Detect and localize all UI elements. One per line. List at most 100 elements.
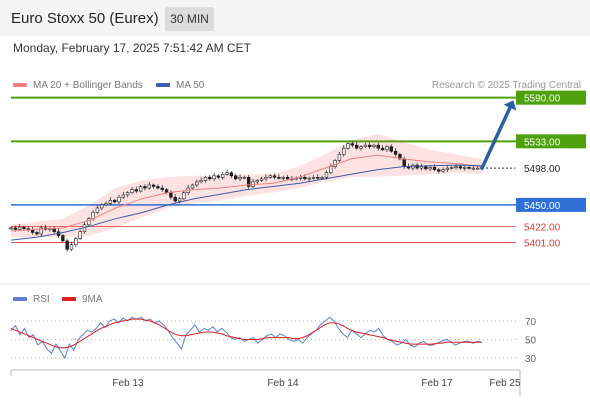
ma20-swatch (13, 83, 27, 88)
target-arrowhead (503, 100, 517, 111)
candle-body (337, 154, 342, 161)
level-label: 5498.00 (524, 164, 561, 175)
candle-body (151, 184, 156, 187)
rsi-tick-label: 30 (525, 354, 537, 365)
candle-body (445, 167, 450, 170)
candle-body (281, 177, 285, 179)
x-tick-label: Feb 17 (421, 378, 453, 389)
timeframe-badge[interactable]: 30 MIN (165, 7, 214, 31)
ma50-swatch (156, 83, 170, 88)
candle-body (17, 226, 22, 230)
timestamp: Monday, February 17, 2025 7:51:42 AM CET (13, 41, 251, 55)
candle-body (113, 199, 117, 203)
rsi-ma-line (10, 318, 482, 349)
candle-body (212, 175, 216, 180)
candle-body (320, 177, 324, 179)
candle-body (108, 199, 113, 204)
candle-body (354, 144, 359, 149)
level-label-box (515, 160, 587, 176)
level-label: 5422.00 (524, 222, 561, 233)
candle-body (393, 150, 398, 155)
candle-body (61, 235, 65, 242)
candle-body (39, 227, 43, 235)
candle-body (134, 189, 139, 192)
candle-body (372, 144, 376, 147)
candle-body (52, 228, 56, 233)
level-label-box (516, 90, 586, 105)
candle-body (458, 166, 463, 169)
legend-ma20: MA 20 + Bollinger Bands (13, 80, 143, 91)
candle-body (229, 172, 234, 177)
candle-body (467, 167, 471, 169)
candle-body (125, 192, 130, 196)
candle-body (238, 177, 242, 180)
candle-body (160, 187, 164, 190)
credit-text: Research © 2025 Trading Central (431, 80, 581, 91)
candle-body (208, 177, 212, 180)
rsi-tick-label: 50 (525, 336, 537, 347)
candle-body (324, 172, 329, 178)
legend-rsi: RSI (13, 294, 50, 305)
candle-body (195, 181, 199, 186)
target-arrow (480, 105, 512, 170)
level-label: 5590.00 (524, 94, 561, 105)
candle-body (402, 158, 406, 167)
candle-body (164, 189, 169, 193)
candle-body (380, 147, 385, 151)
candle-body (225, 172, 229, 175)
candle-body (350, 143, 355, 146)
candle-body (78, 231, 82, 239)
level-label: 5450.00 (524, 201, 561, 212)
candle-body (147, 184, 151, 189)
candle-body (303, 177, 307, 180)
candle-body (177, 198, 182, 202)
candle-body (268, 175, 272, 178)
candle-body (233, 175, 238, 180)
ma20-label: MA 20 + Bollinger Bands (33, 80, 143, 91)
candle-body (359, 146, 363, 149)
candle-body (363, 144, 368, 147)
candle-body (22, 226, 26, 229)
ma50-line (10, 164, 483, 241)
candle-body (454, 166, 458, 168)
x-tick-label: Feb 14 (267, 378, 299, 389)
instrument-title: Euro Stoxx 50 (Eurex) (11, 10, 159, 27)
candle-body (450, 167, 454, 169)
candle-body (385, 146, 389, 151)
candle-body (307, 177, 311, 180)
candle-body (35, 232, 39, 235)
candle-body (398, 154, 402, 160)
candle-body (428, 167, 432, 170)
candle-body (13, 227, 18, 230)
candle-body (95, 207, 100, 213)
legend-rsi-ma: 9MA (62, 294, 103, 305)
ma50-label: MA 50 (176, 80, 205, 91)
candle-body (143, 186, 147, 189)
candle-body (65, 240, 69, 250)
candle-body (190, 184, 195, 189)
level-label-box (516, 134, 586, 149)
rsi-swatch (13, 297, 27, 302)
candle-body (475, 167, 480, 170)
rsi-tick-label: 70 (525, 317, 537, 328)
candle-body (342, 147, 346, 155)
rsi-ma-label: 9MA (82, 294, 103, 305)
ma20-line (10, 154, 483, 232)
candle-body (329, 166, 333, 174)
candle-body (242, 177, 247, 179)
candle-body (437, 169, 441, 172)
candle-body (9, 227, 13, 230)
candle-body (471, 167, 476, 170)
candle-body (441, 169, 445, 172)
candle-body (138, 186, 143, 192)
candle-body (463, 167, 467, 169)
candle-body (104, 203, 108, 206)
level-label-box (516, 197, 586, 212)
rsi-ma-swatch (62, 297, 76, 302)
candle-body (389, 146, 393, 152)
candle-body (333, 160, 337, 167)
candle-body (311, 177, 316, 179)
rsi-label: RSI (33, 294, 50, 305)
level-label: 5401.00 (524, 238, 561, 249)
